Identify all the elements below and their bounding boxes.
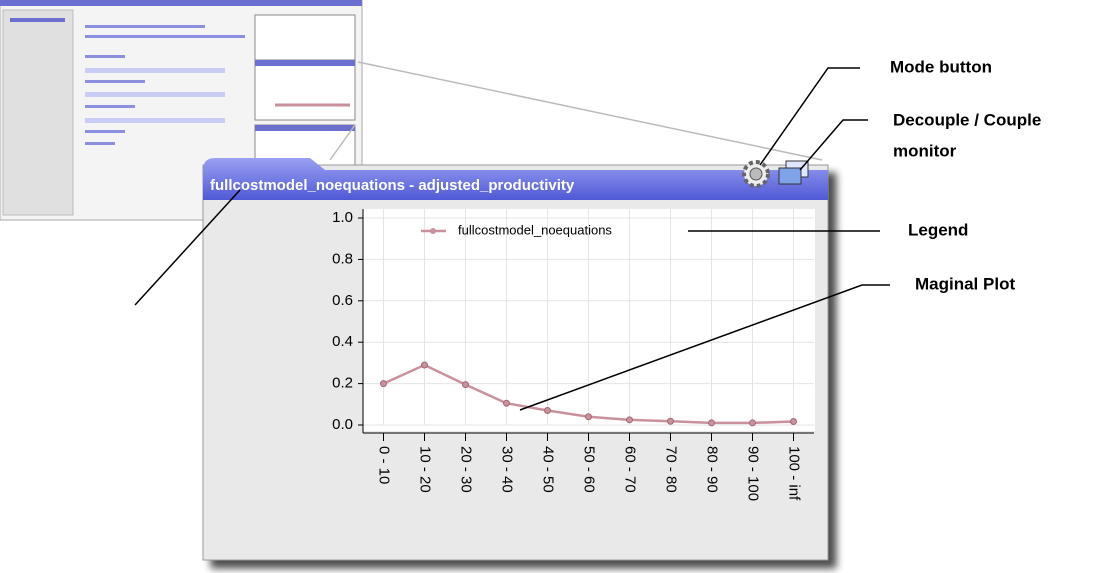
x-tick-label: 50 - 60 (581, 446, 598, 493)
y-tick-label: 0.6 (332, 292, 353, 309)
callout-label: monitor (893, 141, 957, 160)
x-tick-label: 90 - 100 (745, 446, 762, 501)
y-tick-label: 0.4 (332, 333, 353, 350)
callout-label: Maginal Plot (915, 274, 1015, 293)
data-point (586, 414, 592, 420)
callout-label: Legend (908, 220, 968, 239)
x-tick-label: 80 - 90 (704, 446, 721, 493)
y-tick-label: 0.2 (332, 375, 353, 392)
y-tick-label: 0.0 (332, 416, 353, 433)
panel-title: fullcostmodel_noequations - adjusted_pro… (210, 177, 575, 194)
zoom-line (358, 62, 822, 160)
x-tick-label: 40 - 50 (540, 446, 557, 493)
data-point (791, 418, 797, 424)
x-tick-label: 20 - 30 (458, 446, 475, 493)
y-tick-label: 1.0 (332, 209, 353, 226)
data-point (545, 408, 551, 414)
data-point (422, 362, 428, 368)
callout-line (800, 120, 868, 170)
data-point (463, 382, 469, 388)
page: fullcostmodel_noequations - adjusted_pro… (0, 0, 1104, 573)
x-tick-label: 60 - 70 (622, 446, 639, 493)
data-point (709, 420, 715, 426)
callout-label: Mode button (890, 57, 992, 76)
legend-marker (430, 228, 436, 234)
legend-label: fullcostmodel_noequations (458, 222, 612, 237)
x-tick-label: 100 - inf (786, 446, 803, 501)
data-point (504, 400, 510, 406)
callout-label: Decouple / Couple (893, 110, 1041, 129)
x-tick-label: 0 - 10 (376, 446, 393, 484)
y-tick-label: 0.8 (332, 250, 353, 267)
data-point (668, 418, 674, 424)
x-tick-label: 70 - 80 (663, 446, 680, 493)
data-point (381, 381, 387, 387)
x-tick-label: 10 - 20 (417, 446, 434, 493)
screenshot: fullcostmodel_noequations - adjusted_pro… (0, 0, 1104, 573)
x-tick-label: 30 - 40 (499, 446, 516, 493)
data-point (750, 420, 756, 426)
data-point (627, 417, 633, 423)
mode-button[interactable] (744, 162, 768, 186)
